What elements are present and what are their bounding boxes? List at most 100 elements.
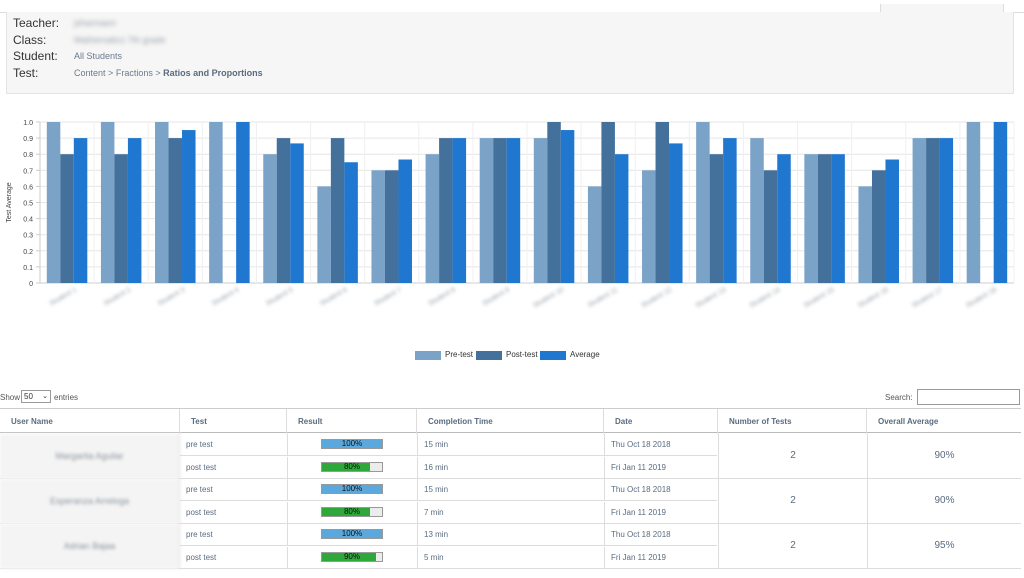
bar-pre-test[interactable] xyxy=(696,122,710,283)
bar-post-test[interactable] xyxy=(817,154,832,283)
bar-post-test[interactable] xyxy=(655,122,670,283)
x-tick-label: Student 4 xyxy=(211,287,241,308)
show-label: Show xyxy=(0,393,21,402)
cell-divider xyxy=(604,546,605,569)
bar-average[interactable] xyxy=(993,122,1008,283)
bar-post-test[interactable] xyxy=(871,170,886,283)
bar-pre-test[interactable] xyxy=(966,122,981,283)
bar-pre-test[interactable] xyxy=(750,138,764,283)
col-header-overall-average[interactable]: Overall Average xyxy=(878,417,939,426)
table-row: pre test 100% 15 min Thu Oct 18 2018 xyxy=(180,434,717,456)
bar-average[interactable] xyxy=(777,154,791,283)
cell-divider xyxy=(287,456,288,479)
bar-average[interactable] xyxy=(290,143,304,283)
bar-post-test[interactable] xyxy=(547,122,561,283)
bar-average[interactable] xyxy=(344,162,358,283)
bar-pre-test[interactable] xyxy=(533,138,548,283)
bar-average[interactable] xyxy=(885,159,899,283)
bar-average[interactable] xyxy=(560,130,575,283)
progress-fill xyxy=(322,530,382,538)
bar-post-test[interactable] xyxy=(168,138,183,283)
bar-average[interactable] xyxy=(452,138,467,283)
completion-time-cell: 5 min xyxy=(424,552,444,562)
bar-average[interactable] xyxy=(614,154,629,283)
bar-pre-test[interactable] xyxy=(155,122,169,283)
bar-average[interactable] xyxy=(831,154,845,283)
bar-post-test[interactable] xyxy=(384,170,399,283)
result-progress-bar: 80% xyxy=(321,461,383,472)
bar-pre-test[interactable] xyxy=(479,138,494,283)
bar-average[interactable] xyxy=(723,138,737,283)
progress-fill xyxy=(322,552,376,561)
bar-average[interactable] xyxy=(73,138,88,283)
bar-post-test[interactable] xyxy=(439,138,453,283)
x-tick-label: Student 15 xyxy=(803,287,836,310)
student-value: All Students xyxy=(74,51,123,61)
bar-post-test[interactable] xyxy=(60,154,74,283)
bar-pre-test[interactable] xyxy=(371,170,385,283)
bar-average[interactable] xyxy=(236,122,250,283)
col-header-result[interactable]: Result xyxy=(287,409,417,434)
bar-pre-test[interactable] xyxy=(317,186,331,283)
entries-select[interactable]: 50 ⌄ xyxy=(21,390,51,403)
breadcrumb-fractions[interactable]: Fractions xyxy=(115,68,153,78)
bar-pre-test[interactable] xyxy=(100,122,115,283)
bar-average[interactable] xyxy=(398,159,412,283)
legend-swatch xyxy=(476,351,502,360)
x-tick-label: Student 9 xyxy=(481,287,511,308)
bar-average[interactable] xyxy=(939,138,954,283)
number-of-tests-cell: 2 xyxy=(718,524,867,569)
table-row: pre test 100% 15 min Thu Oct 18 2018 xyxy=(180,479,717,501)
bar-post-test[interactable] xyxy=(926,138,940,283)
table-row: pre test 100% 13 min Thu Oct 18 2018 xyxy=(180,524,717,546)
col-header-completion-time[interactable]: Completion Time xyxy=(417,409,604,434)
bar-pre-test[interactable] xyxy=(858,186,872,283)
result-progress-bar: 100% xyxy=(321,529,383,539)
bar-pre-test[interactable] xyxy=(912,138,927,283)
x-tick-label: Student 2 xyxy=(103,287,133,308)
bar-post-test[interactable] xyxy=(493,138,507,283)
x-tick-label: Student 14 xyxy=(749,287,782,310)
bar-post-test[interactable] xyxy=(330,138,345,283)
x-tick-label: Student 6 xyxy=(319,287,349,308)
bar-pre-test[interactable] xyxy=(587,186,602,283)
bar-pre-test[interactable] xyxy=(209,122,223,283)
table-row-group: Adrian Bajaa pre test 100% 13 min Thu Oct 18… xyxy=(0,524,1021,569)
bar-pre-test[interactable] xyxy=(46,122,61,283)
bar-average[interactable] xyxy=(127,138,142,283)
table-row: post test 90% 5 min Fri Jan 11 2019 xyxy=(180,546,717,569)
col-header-number-of-tests[interactable]: Number of Tests xyxy=(718,409,867,434)
result-percent: 100% xyxy=(341,439,363,448)
bar-post-test[interactable] xyxy=(114,154,128,283)
bar-pre-test[interactable] xyxy=(642,170,656,283)
result-progress-bar: 100% xyxy=(321,439,383,449)
search-input[interactable] xyxy=(917,389,1020,405)
chevron-down-icon: ⌄ xyxy=(42,393,48,400)
x-tick-label: Student 7 xyxy=(373,287,403,308)
bar-average[interactable] xyxy=(506,138,521,283)
progress-fill xyxy=(322,440,382,448)
bar-pre-test[interactable] xyxy=(425,154,440,283)
col-header-user-name[interactable]: User Name xyxy=(0,409,180,434)
col-header-date[interactable]: Date xyxy=(604,409,718,434)
bar-post-test[interactable] xyxy=(709,154,724,283)
breadcrumb-content[interactable]: Content xyxy=(74,68,106,78)
date-cell: Thu Oct 18 2018 xyxy=(611,440,671,449)
result-percent: 100% xyxy=(341,529,363,538)
overall-average-cell: 95% xyxy=(867,524,1021,569)
bar-average[interactable] xyxy=(182,130,196,283)
cell-divider xyxy=(417,434,418,456)
date-cell: Thu Oct 18 2018 xyxy=(611,485,671,494)
completion-time-cell: 16 min xyxy=(424,462,449,472)
cell-divider xyxy=(287,434,288,456)
table-row: post test 80% 7 min Fri Jan 11 2019 xyxy=(180,501,717,524)
bar-post-test[interactable] xyxy=(276,138,291,283)
bar-post-test[interactable] xyxy=(763,170,778,283)
bar-post-test[interactable] xyxy=(601,122,615,283)
bar-average[interactable] xyxy=(669,143,683,283)
col-header-test[interactable]: Test xyxy=(180,409,287,434)
chart-svg: 0 0.1 0.2 0.3 0.4 0.5 0.6 0.7 0.8 0.9 1.0 Test Aver… xyxy=(6,120,1015,310)
bar-pre-test[interactable] xyxy=(804,154,818,283)
completion-time-cell: 15 min xyxy=(424,440,449,449)
bar-pre-test[interactable] xyxy=(263,154,277,283)
